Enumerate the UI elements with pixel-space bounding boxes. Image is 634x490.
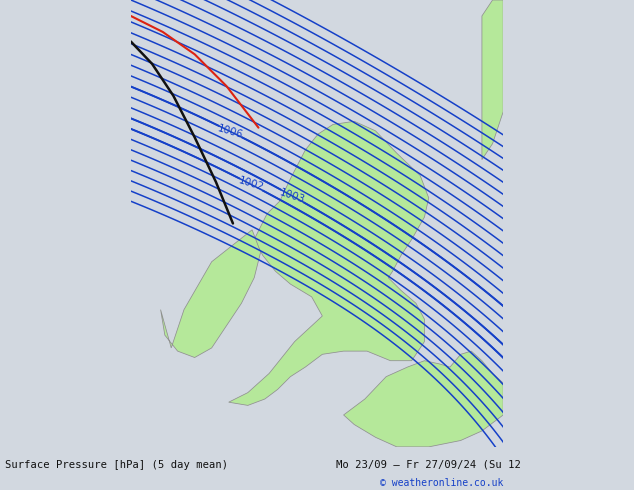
- Text: 1006: 1006: [216, 123, 245, 140]
- Polygon shape: [482, 0, 503, 160]
- Text: 1002: 1002: [237, 176, 265, 193]
- Text: © weatheronline.co.uk: © weatheronline.co.uk: [380, 478, 504, 488]
- Text: Mo 23/09 – Fr 27/09/24 (Su 12: Mo 23/09 – Fr 27/09/24 (Su 12: [336, 460, 521, 470]
- Polygon shape: [229, 122, 429, 405]
- Polygon shape: [344, 351, 503, 447]
- Text: Surface Pressure [hPa] (5 day mean): Surface Pressure [hPa] (5 day mean): [5, 460, 228, 470]
- Text: 1003: 1003: [278, 187, 306, 205]
- Polygon shape: [160, 230, 261, 358]
